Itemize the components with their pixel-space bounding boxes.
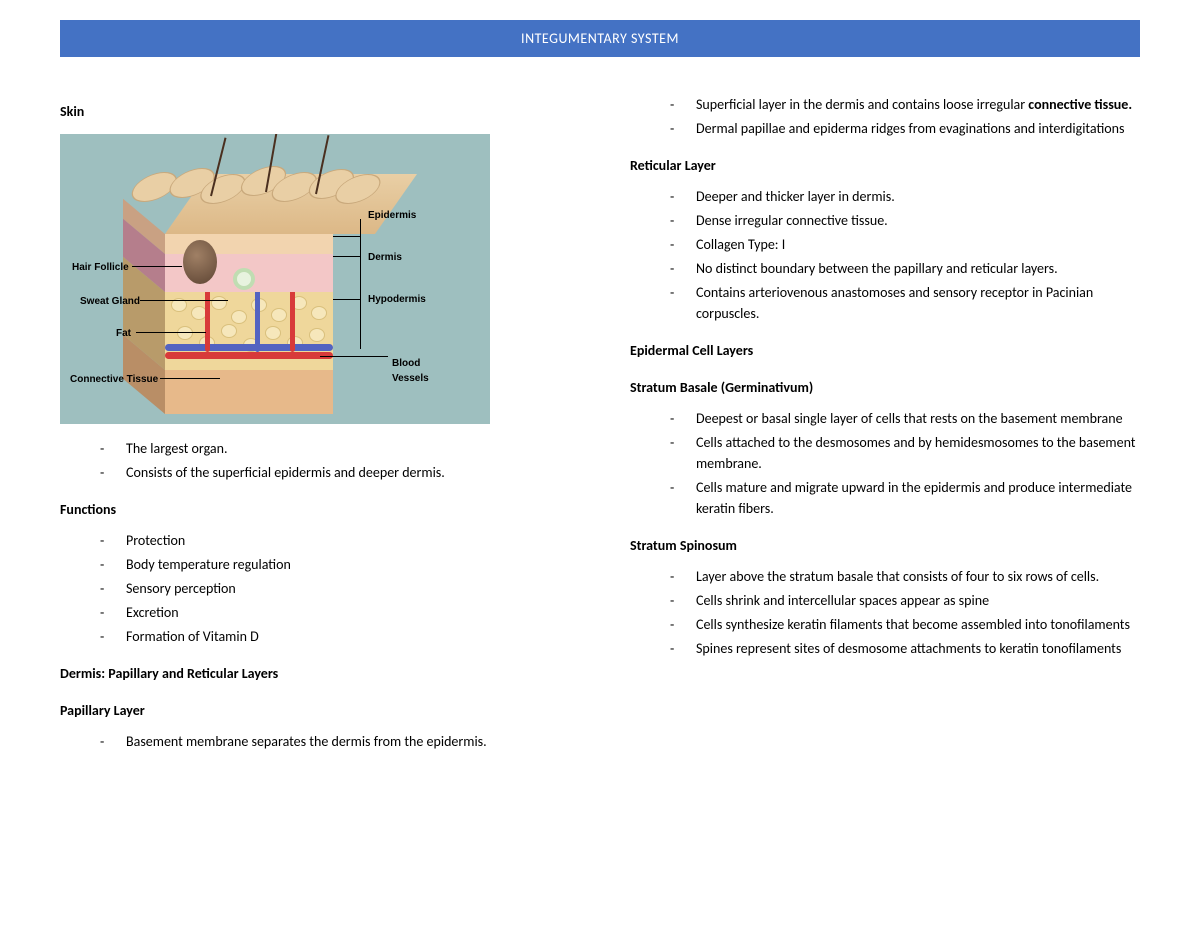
list-item: Excretion	[110, 602, 570, 623]
list-item: Basement membrane separates the dermis f…	[110, 731, 570, 752]
lbl-fat: Fat	[116, 326, 131, 341]
sb-list: Deepest or basal single layer of cells t…	[630, 408, 1140, 519]
list-item: Layer above the stratum basale that cons…	[680, 566, 1140, 587]
functions-list: Protection Body temperature regulation S…	[60, 530, 570, 647]
ss-list: Layer above the stratum basale that cons…	[630, 566, 1140, 659]
list-item: Body temperature regulation	[110, 554, 570, 575]
list-item: Deeper and thicker layer in dermis.	[680, 186, 1140, 207]
papillary-heading: Papillary Layer	[60, 700, 570, 721]
list-item: Formation of Vitamin D	[110, 626, 570, 647]
lbl-epidermis: Epidermis	[368, 208, 416, 223]
lbl-hair-follicle: Hair Follicle	[72, 260, 129, 275]
list-item: Superficial layer in the dermis and cont…	[680, 94, 1140, 115]
lbl-dermis: Dermis	[368, 250, 402, 265]
list-item: Cells attached to the desmosomes and by …	[680, 432, 1140, 474]
lbl-connective-tissue: Connective Tissue	[70, 372, 158, 387]
list-item: Spines represent sites of desmosome atta…	[680, 638, 1140, 659]
text: Superficial layer in the dermis and cont…	[696, 96, 1028, 113]
reticular-heading: Reticular Layer	[630, 155, 1140, 176]
list-item: Cells synthesize keratin filaments that …	[680, 614, 1140, 635]
dermis-heading: Dermis: Papillary and Reticular Layers	[60, 663, 570, 684]
list-item: Dense irregular connective tissue.	[680, 210, 1140, 231]
ss-heading: Stratum Spinosum	[630, 535, 1140, 556]
papillary-cont-list: Superficial layer in the dermis and cont…	[630, 94, 1140, 139]
list-item: Deepest or basal single layer of cells t…	[680, 408, 1140, 429]
left-column: Skin	[60, 91, 570, 766]
lbl-sweat-gland: Sweat Gland	[80, 294, 140, 309]
page-header: INTEGUMENTARY SYSTEM	[60, 20, 1140, 57]
list-item: Cells shrink and intercellular spaces ap…	[680, 590, 1140, 611]
list-item: Consists of the superficial epidermis an…	[110, 462, 570, 483]
lbl-hypodermis: Hypodermis	[368, 292, 426, 307]
list-item: Protection	[110, 530, 570, 551]
sb-heading: Stratum Basale (Germinativum)	[630, 377, 1140, 398]
text-bold: connective tissue.	[1028, 96, 1132, 113]
functions-heading: Functions	[60, 499, 570, 520]
list-item: Collagen Type: I	[680, 234, 1140, 255]
list-item: The largest organ.	[110, 438, 570, 459]
list-item: Contains arteriovenous anastomoses and s…	[680, 282, 1140, 324]
skin-heading: Skin	[60, 101, 570, 122]
list-item: Dermal papillae and epiderma ridges from…	[680, 118, 1140, 139]
list-item: No distinct boundary between the papilla…	[680, 258, 1140, 279]
skin-list: The largest organ. Consists of the super…	[60, 438, 570, 483]
content-columns: Skin	[60, 91, 1140, 766]
papillary-list: Basement membrane separates the dermis f…	[60, 731, 570, 752]
list-item: Sensory perception	[110, 578, 570, 599]
skin-diagram: Epidermis Dermis Hypodermis Blood Vessel…	[60, 134, 490, 424]
list-item: Cells mature and migrate upward in the e…	[680, 477, 1140, 519]
right-column: Superficial layer in the dermis and cont…	[630, 91, 1140, 766]
ecl-heading: Epidermal Cell Layers	[630, 340, 1140, 361]
reticular-list: Deeper and thicker layer in dermis. Dens…	[630, 186, 1140, 324]
lbl-blood-vessels: Blood Vessels	[392, 356, 429, 386]
